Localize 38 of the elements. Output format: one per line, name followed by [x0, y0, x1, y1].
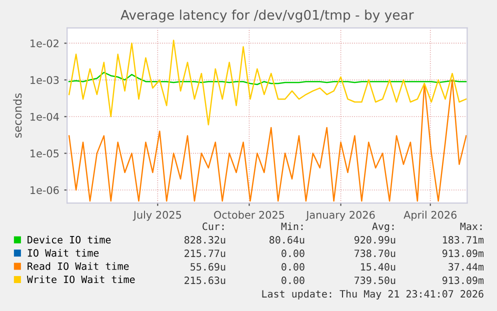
x-tick-label: July 2025 [132, 210, 182, 221]
text: 913.09m [442, 250, 484, 258]
text: 738.70u [354, 250, 396, 258]
text: 828.32u [184, 236, 226, 244]
text: 215.63u [184, 276, 226, 284]
text: 215.77u [184, 250, 226, 258]
text: 183.71m [443, 236, 484, 244]
legend-label: Device IO time [28, 236, 111, 244]
x-tick-label: January 2026 [306, 210, 375, 221]
text: Max: [460, 222, 482, 230]
text: 920.99u [354, 236, 396, 244]
text: 739.50u [354, 276, 396, 284]
y-tick-label: 1e-04 [30, 112, 59, 121]
legend-label: Read IO Wait time [28, 262, 129, 270]
x-tick-label: April 2026 [404, 210, 457, 221]
y-axis-title: seconds [13, 93, 22, 138]
text: Avg: [372, 222, 394, 232]
text: Cur: [202, 222, 224, 230]
y-tick-label: 1e-06 [30, 186, 59, 194]
text: Min: [281, 222, 303, 230]
text: 0.00 [282, 276, 304, 284]
y-tick-label: 1e-02 [30, 39, 58, 48]
legend-label: IO Wait time [28, 248, 99, 257]
chart-title: Average latency for /dev/vg01/tmp - by year [120, 10, 414, 22]
text: 913.09m [442, 276, 484, 284]
line-series [68, 40, 467, 126]
text: 80.64u [270, 236, 304, 244]
text: Last update: Thu May 21 23:41:07 2026 [262, 290, 484, 300]
text: 55.69u [190, 263, 226, 271]
line-series [68, 72, 467, 86]
text: 0.00 [282, 250, 304, 258]
y-tick-label: 1e-05 [30, 150, 59, 158]
y-tick-label: 1e-03 [30, 76, 59, 84]
text: 0.00 [282, 263, 304, 271]
legend-label: Write IO Wait time [26, 275, 135, 284]
text: 15.40u [361, 263, 396, 271]
x-tick-label: October 2025 [214, 210, 284, 219]
text: 37.44m [448, 263, 484, 271]
